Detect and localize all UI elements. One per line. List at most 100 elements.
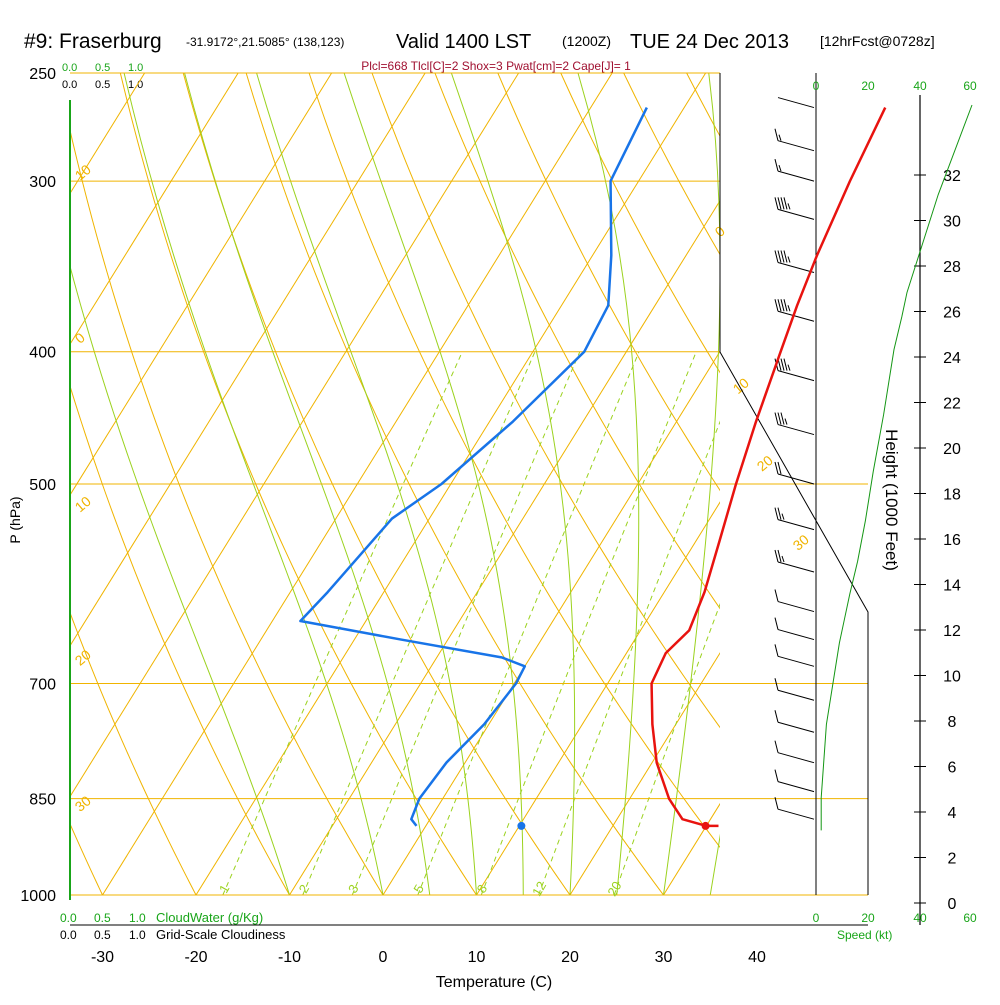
forecast-info: [12hrFcst@0728z]	[820, 33, 935, 49]
wind-barb-staff	[778, 425, 814, 435]
height-tick-label: 4	[948, 805, 957, 822]
height-tick-label: 24	[943, 350, 961, 367]
wind-barb-feather	[775, 741, 778, 753]
speed-tick-bottom-60: 60	[963, 911, 977, 925]
height-tick-label: 8	[948, 714, 957, 731]
wind-barb	[775, 797, 814, 819]
wind-barb-feather	[784, 299, 787, 311]
speed-tick-top-0: 0	[813, 79, 820, 93]
pressure-tick-label: 400	[29, 345, 56, 362]
wind-barb-staff	[778, 722, 814, 732]
wind-barb	[775, 462, 814, 484]
valid-time: Valid 1400 LST	[396, 31, 531, 53]
height-tick-label: 6	[948, 760, 957, 777]
dry-adiabat-line	[0, 73, 9, 895]
pressure-tick-label: 300	[29, 174, 56, 191]
wind-barb-feather	[784, 359, 787, 371]
wind-barb-feather	[775, 508, 778, 520]
height-tick-label: 12	[943, 623, 961, 640]
station-title: #9: Fraserburg	[24, 30, 162, 53]
wind-barb-half-feather	[788, 305, 790, 311]
isotherm-line	[851, 73, 1000, 895]
zulu-time: (1200Z)	[562, 33, 611, 49]
speed-tick-top-60: 60	[963, 79, 977, 93]
mixing-ratio-label: 5	[410, 882, 427, 896]
wind-barb-half-feather	[788, 257, 790, 263]
height-tick-label: 26	[943, 305, 961, 322]
wind-barb-feather	[775, 678, 778, 690]
isotherm-label: 10	[72, 493, 94, 515]
wind-barb-half-feather	[788, 365, 790, 371]
speed-tick-bottom-40: 40	[913, 911, 927, 925]
wind-barb-staff	[778, 520, 814, 530]
isotherm-label: 30	[72, 792, 94, 814]
wind-barb-feather	[784, 197, 787, 209]
wind-barb-feather	[775, 462, 778, 474]
grid-cloud-scale-bottom-1: 0.5	[94, 928, 111, 942]
speed-tick-bottom-0: 0	[813, 911, 820, 925]
height-tick-label: 16	[943, 532, 961, 549]
isotherm-label: 10	[72, 161, 94, 183]
speed-tick-top-40: 40	[913, 79, 927, 93]
height-tick-label: 10	[943, 669, 961, 686]
pressure-tick-label: 700	[29, 677, 56, 694]
wind-barb	[775, 197, 814, 219]
height-tick-label: 14	[943, 578, 961, 595]
surface-dewpoint-marker	[517, 822, 525, 830]
isobar-lines	[70, 73, 868, 895]
wind-barb	[775, 678, 814, 700]
temperature-tick-label: 10	[468, 949, 486, 966]
wind-barb	[775, 129, 814, 151]
wind-barb-feather	[775, 550, 778, 562]
wind-barb	[775, 618, 814, 640]
height-tick-label: 0	[948, 896, 957, 913]
mixing-ratio-label: 20	[604, 879, 624, 899]
wind-barb-feather	[775, 644, 778, 656]
temperature-tick-label: 0	[379, 949, 388, 966]
cloud-scale-bottom-2: 1.0	[129, 911, 146, 925]
height-tick-label: 28	[943, 259, 961, 276]
wind-barb	[775, 741, 814, 763]
mixing-ratio-label: 1	[216, 882, 233, 896]
wind-barb	[775, 770, 814, 792]
temperature-tick-label: 20	[561, 949, 579, 966]
wind-barb-feather	[775, 159, 778, 171]
grid-cloud-scale-bottom-0: 0.0	[60, 928, 77, 942]
isotherm-label: 10	[730, 374, 752, 396]
mixing-ratio-label: 12	[529, 879, 549, 899]
height-tick-label: 2	[948, 851, 957, 868]
wind-barb-staff	[778, 656, 814, 666]
cloud-scale-bottom-1: 0.5	[94, 911, 111, 925]
cloud-scale-top-2: 1.0	[128, 62, 143, 74]
wind-barb-half-feather	[788, 203, 790, 209]
wind-barb-feather	[781, 413, 784, 425]
wind-barb-staff	[778, 809, 814, 819]
wind-barb-feather	[775, 770, 778, 782]
wind-barb-feather	[775, 618, 778, 630]
cloud-scale-top-1: 0.5	[95, 62, 110, 74]
temperature-tick-label: 40	[748, 949, 766, 966]
wind-barb-feather	[778, 508, 781, 520]
x-axis-title: Temperature (C)	[436, 974, 552, 991]
wind-barb-feather	[778, 197, 781, 209]
height-axis-title: Height (1000 Feet)	[882, 429, 901, 571]
stability-indices: Plcl=668 Tlcl[C]=2 Shox=3 Pwat[cm]=2 Cap…	[361, 59, 631, 73]
wind-barb-feather	[781, 251, 784, 263]
wind-barb-half-feather	[782, 514, 784, 520]
surface-temperature-marker	[702, 822, 710, 830]
isotherm-label: 30	[790, 531, 812, 553]
wind-barb-staff	[778, 171, 814, 181]
pressure-tick-label: 500	[29, 477, 56, 494]
wind-barb-feather	[781, 359, 784, 371]
wind-barb-feather	[781, 299, 784, 311]
station-coords: -31.9172°,21.5085° (138,123)	[186, 35, 344, 49]
isotherm-label: 20	[754, 452, 776, 474]
wind-barb-staff	[778, 782, 814, 792]
mixing-ratio-line	[539, 352, 748, 895]
wind-barb-feather	[778, 251, 781, 263]
